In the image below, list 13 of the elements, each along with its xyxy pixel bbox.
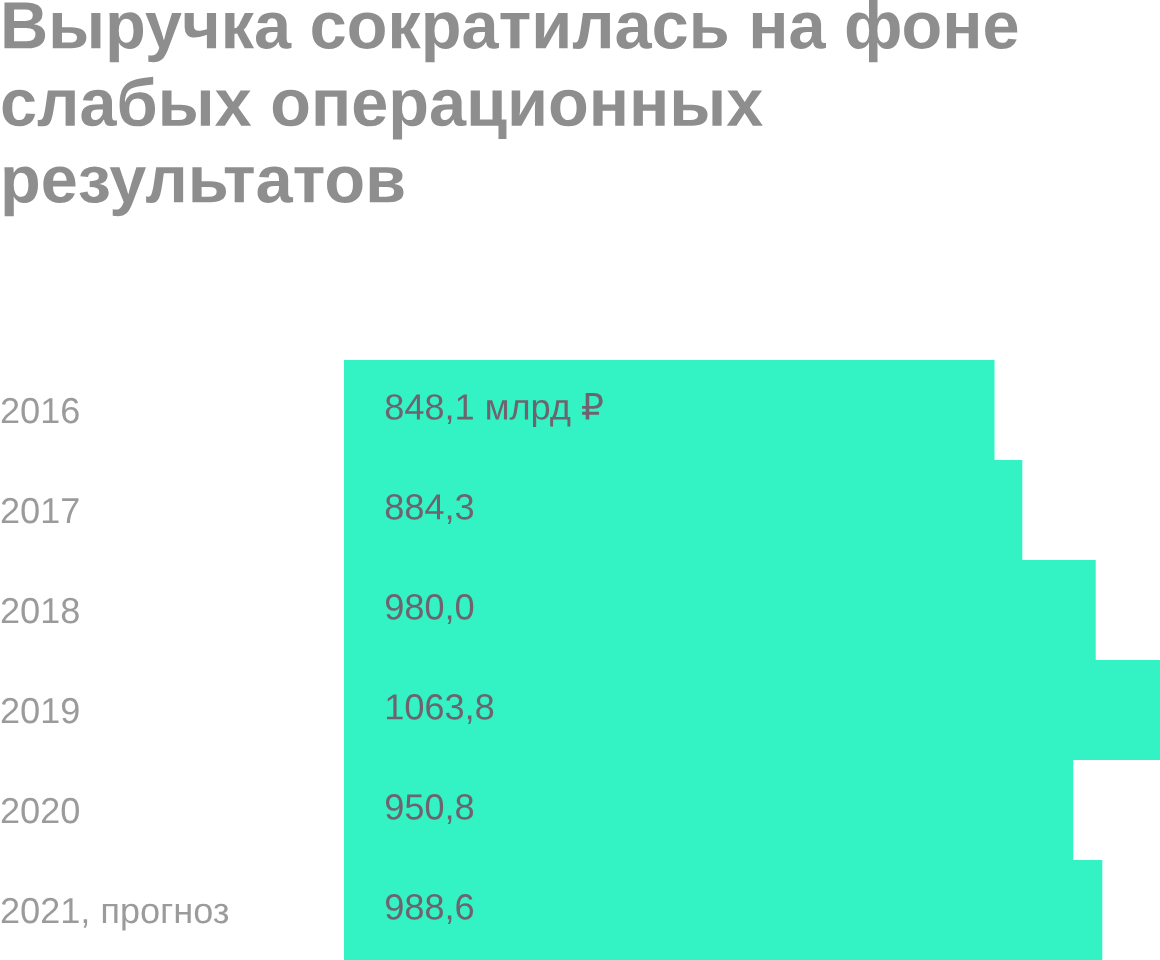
y-tick-label: 2017 [1, 497, 79, 524]
y-tick-label: 2021, прогноз [1, 897, 229, 931]
y-tick-label: 2019 [1, 697, 79, 724]
data-label: 1063,8 [387, 694, 494, 724]
y-tick-label: 2020 [1, 797, 79, 824]
y-tick-label: 2018 [1, 597, 79, 624]
y-tick-label: 2016 [1, 397, 79, 424]
data-label: 848,1 млрд ₽ [385, 393, 603, 427]
data-label: 980,0 [385, 594, 474, 624]
data-label: 950,8 [385, 794, 474, 824]
data-label: 884,3 [385, 494, 474, 524]
chart-title: Выручка сократилась на фоне слабых операционных результатов [2, 0, 1018, 217]
data-label: 988,6 [385, 894, 474, 924]
